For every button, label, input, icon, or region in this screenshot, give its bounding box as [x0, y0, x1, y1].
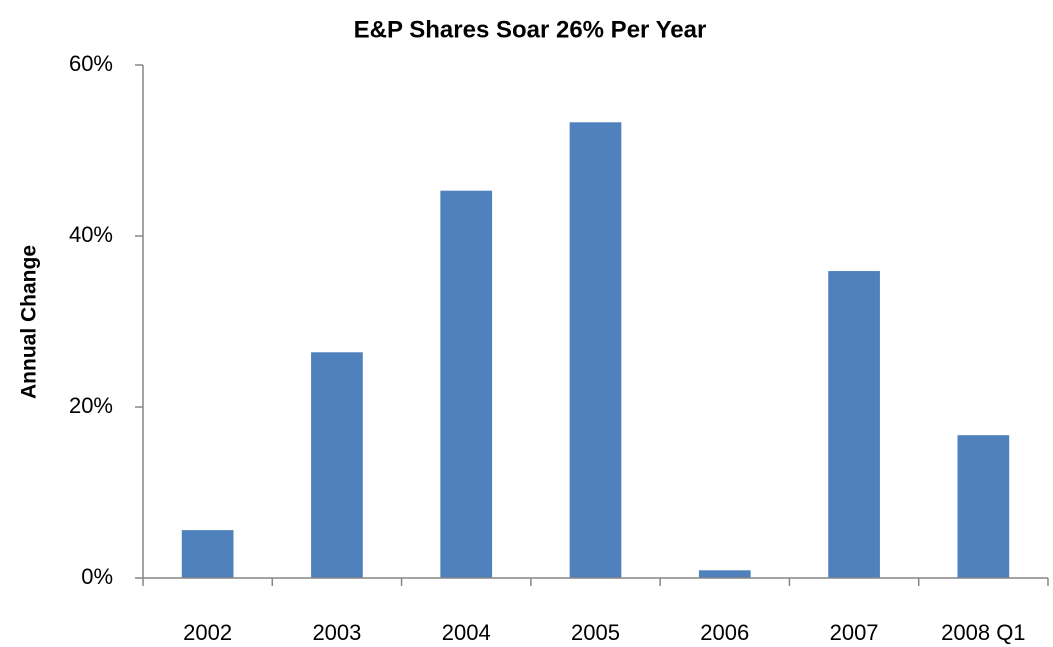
x-tick-label: 2004	[442, 620, 491, 645]
y-tick-label: 40%	[69, 222, 113, 247]
y-tick-label: 20%	[69, 393, 113, 418]
bar	[569, 122, 622, 578]
x-tick-label: 2007	[830, 620, 879, 645]
x-tick-label: 2008 Q1	[941, 620, 1025, 645]
x-tick-label: 2003	[312, 620, 361, 645]
y-axis-label: Annual Change	[18, 245, 41, 399]
bar	[311, 352, 363, 578]
bar	[181, 530, 234, 578]
bar	[957, 435, 1010, 578]
y-tick-label: 60%	[69, 51, 113, 76]
bar	[828, 271, 880, 578]
x-tick-label: 2006	[700, 620, 749, 645]
chart-title: E&P Shares Soar 26% Per Year	[354, 16, 707, 43]
bar	[440, 190, 493, 578]
x-tick-label: 2002	[183, 620, 232, 645]
x-tick-label: 2005	[571, 620, 620, 645]
bar	[698, 570, 751, 578]
y-tick-label: 0%	[81, 564, 113, 589]
